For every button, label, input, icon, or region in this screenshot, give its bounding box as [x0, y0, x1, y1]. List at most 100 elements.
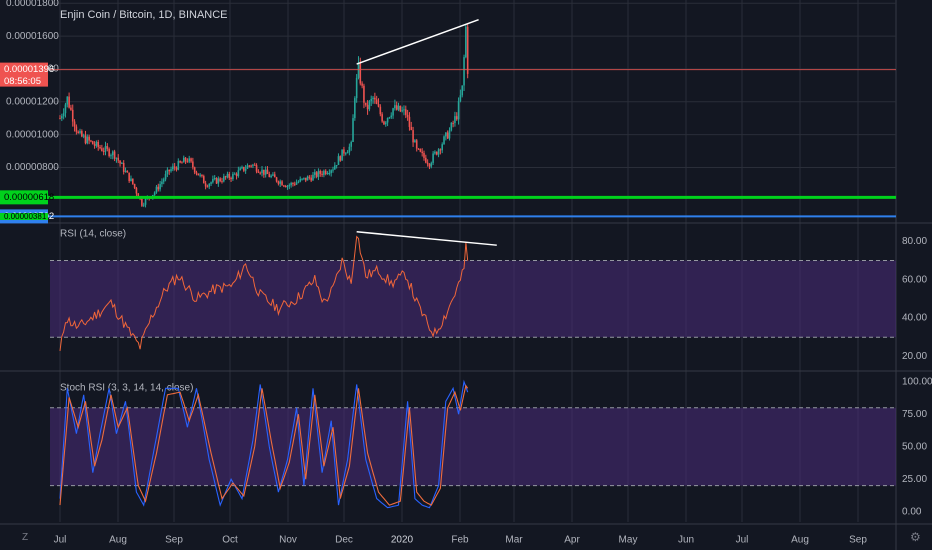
candle-body	[419, 149, 422, 152]
rsi-trendline[interactable]	[356, 231, 497, 246]
candle-body	[357, 62, 360, 78]
candle-body	[466, 26, 469, 74]
candle-body	[157, 186, 160, 190]
candle-body	[405, 109, 407, 115]
candle-body	[454, 116, 456, 124]
candle-body	[272, 174, 274, 176]
candle-body	[79, 131, 81, 133]
candle-body	[99, 146, 101, 149]
candle-body	[206, 186, 209, 188]
candle-body	[248, 165, 251, 167]
timezone-icon[interactable]: Z	[22, 532, 29, 543]
chart-title: Enjin Coin / Bitcoin, 1D, BINANCE	[60, 9, 228, 21]
candle-body	[224, 176, 227, 178]
candle-body	[379, 106, 382, 115]
candle-body	[193, 167, 196, 173]
candle-body	[84, 135, 87, 144]
candle-body	[434, 151, 436, 154]
candle-body	[168, 169, 170, 172]
candle-body	[377, 104, 380, 107]
candle-body	[244, 168, 247, 171]
candle-body	[208, 183, 211, 187]
candle-body	[386, 117, 389, 123]
candle-body	[319, 170, 322, 174]
x-axis-label-feb: Feb	[451, 535, 469, 546]
x-axis-label-sep: Sep	[849, 535, 867, 546]
candle-body	[104, 146, 107, 152]
candle-body	[455, 116, 458, 120]
candle-body	[366, 104, 369, 110]
candle-body	[292, 183, 294, 185]
candle-body	[288, 185, 291, 187]
candle-body	[133, 183, 136, 188]
candle-body	[452, 122, 454, 124]
candle-body	[348, 146, 351, 153]
candle-body	[317, 170, 320, 177]
candle-body	[221, 181, 223, 183]
candle-body	[414, 140, 416, 143]
candle-body	[164, 173, 167, 180]
candle-body	[275, 177, 278, 182]
x-axis-label-jul: Jul	[736, 535, 749, 546]
candle-body	[341, 149, 343, 161]
candle-body	[68, 96, 70, 108]
candle-body	[59, 118, 61, 120]
stoch-axis-tick: 75.00	[902, 409, 927, 420]
candle-body	[335, 164, 338, 166]
gear-icon[interactable]: ⚙	[910, 530, 921, 544]
candle-body	[90, 140, 92, 142]
candle-body	[284, 186, 287, 188]
countdown-label: 08:56:05	[4, 76, 41, 87]
candle-body	[212, 178, 214, 183]
candle-body	[459, 95, 462, 102]
candle-body	[361, 83, 363, 86]
candle-body	[308, 176, 311, 178]
candle-body	[268, 173, 271, 178]
candle-body	[82, 135, 85, 137]
candle-body	[170, 169, 172, 172]
candle-body	[465, 26, 467, 58]
candle-body	[71, 109, 74, 122]
candle-body	[137, 193, 140, 198]
candle-body	[423, 153, 425, 158]
candle-body	[435, 151, 438, 155]
candle-body	[110, 155, 112, 157]
candle-body	[450, 122, 453, 131]
x-axis-label-may: May	[619, 535, 638, 546]
rsi-axis-tick: 20.00	[902, 351, 927, 362]
candle-body	[166, 169, 169, 174]
candle-body	[390, 115, 393, 118]
candle-body	[299, 178, 302, 182]
candle-body	[430, 162, 433, 167]
candle-body	[339, 156, 342, 161]
candle-body	[417, 148, 420, 150]
candle-body	[425, 157, 427, 163]
candle-body	[128, 172, 130, 182]
stoch-axis-tick: 0.00	[902, 506, 922, 517]
candle-body	[259, 172, 261, 174]
stoch-k-line	[59, 379, 469, 509]
candle-body	[304, 177, 307, 181]
price-trendline[interactable]	[356, 18, 479, 65]
candle-body	[372, 97, 374, 99]
candle-body	[66, 96, 69, 105]
candle-body	[257, 171, 260, 173]
candle-body	[324, 170, 327, 174]
candle-body	[226, 173, 229, 178]
candle-body	[228, 173, 231, 178]
x-axis-label-aug: Aug	[791, 535, 809, 546]
candle-body	[403, 109, 405, 111]
candle-body	[415, 140, 418, 149]
candle-body	[368, 101, 371, 110]
candle-body	[86, 136, 89, 144]
candle-body	[255, 165, 258, 172]
candle-body	[230, 177, 232, 179]
candle-body	[399, 105, 402, 112]
candle-body	[328, 172, 331, 174]
candle-body	[252, 164, 254, 166]
candle-body	[177, 161, 180, 170]
candle-body	[406, 114, 409, 117]
x-axis-label-mar: Mar	[505, 535, 523, 546]
candle-body	[241, 166, 243, 169]
